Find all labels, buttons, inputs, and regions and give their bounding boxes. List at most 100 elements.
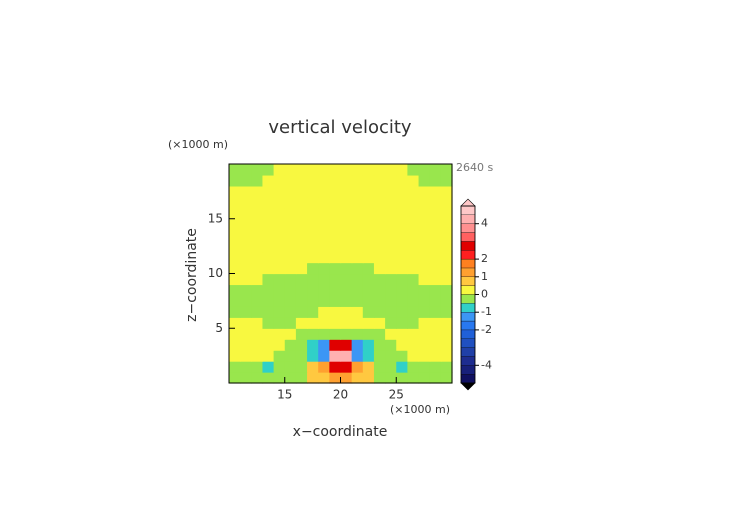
contour-cell <box>262 306 275 318</box>
contour-cell <box>251 284 264 296</box>
contour-cell <box>362 196 375 209</box>
contour-cell <box>251 218 264 231</box>
contour-cell <box>340 196 353 209</box>
contour-cell <box>373 339 386 351</box>
contour-cell <box>396 284 408 296</box>
contour-cell <box>240 284 252 296</box>
contour-cell <box>340 306 353 318</box>
contour-cell <box>251 240 264 253</box>
x-tick-label: 20 <box>333 388 348 402</box>
contour-cell <box>407 207 420 220</box>
contour-cell <box>329 207 342 220</box>
contour-cell <box>284 284 297 296</box>
contour-cell <box>229 328 241 340</box>
contour-cell <box>385 328 397 340</box>
contour-cell <box>262 164 275 176</box>
colorbar-segment <box>460 347 476 357</box>
contour-cell <box>440 350 453 362</box>
contour-cell <box>340 207 353 220</box>
contour-cell <box>229 207 241 220</box>
contour-cell <box>351 317 364 329</box>
contour-cell <box>385 262 397 275</box>
contour-cell <box>362 339 375 351</box>
contour-cell <box>429 350 442 362</box>
contour-cell <box>373 273 386 286</box>
contour-cell <box>295 262 308 275</box>
contour-cell <box>385 306 397 318</box>
contour-cell <box>373 262 386 275</box>
colorbar-tick-label: -4 <box>481 358 492 371</box>
contour-cell <box>440 207 453 220</box>
contour-cell <box>351 164 364 176</box>
contour-cell <box>429 174 442 187</box>
contour-cell <box>429 339 442 351</box>
contour-cell <box>418 295 431 307</box>
contour-cell <box>407 240 420 253</box>
contour-cell <box>251 306 264 318</box>
colorbar-segment <box>460 214 476 224</box>
contour-cell <box>429 207 442 220</box>
contour-cell <box>229 306 241 318</box>
contour-cell <box>418 262 431 275</box>
contour-cell <box>407 328 420 340</box>
contour-cell <box>362 185 375 198</box>
contour-cell <box>251 350 264 362</box>
contour-cell <box>407 372 420 384</box>
contour-cell <box>318 262 330 275</box>
contour-cell <box>385 251 397 264</box>
contour-cell <box>318 306 330 318</box>
contour-cell <box>251 328 264 340</box>
contour-cell <box>407 350 420 362</box>
contour-cell <box>373 284 386 296</box>
contour-cell <box>262 361 275 373</box>
colorbar-segment <box>460 320 476 331</box>
contour-cell <box>429 196 442 209</box>
colorbar-segment <box>460 285 476 295</box>
contour-cell <box>318 273 330 286</box>
contour-cell <box>340 240 353 253</box>
contour-cell <box>273 306 286 318</box>
colorbar-segment <box>460 250 476 260</box>
contour-cell <box>329 372 342 384</box>
contour-cell <box>429 262 442 275</box>
contour-cell <box>251 339 264 351</box>
contour-cell <box>351 328 364 340</box>
contour-cell <box>273 174 286 187</box>
contour-cell <box>284 339 297 351</box>
contour-cell <box>262 251 275 264</box>
contour-cell <box>284 372 297 384</box>
contour-cell <box>407 295 420 307</box>
contour-cell <box>273 284 286 296</box>
contour-cell <box>418 174 431 187</box>
contour-cell <box>351 218 364 231</box>
contour-cell <box>407 317 420 329</box>
contour-cell <box>229 273 241 286</box>
contour-cell <box>318 164 330 176</box>
contour-cell <box>240 164 252 176</box>
contour-cell <box>273 229 286 242</box>
contour-cell <box>373 372 386 384</box>
y-axis-label: z−coordinate <box>184 228 200 322</box>
contour-cell <box>340 350 353 362</box>
contour-cell <box>385 218 397 231</box>
contour-cell <box>262 218 275 231</box>
chart-title: vertical velocity <box>268 117 412 138</box>
contour-cell <box>351 229 364 242</box>
contour-cell <box>385 240 397 253</box>
contour-cell <box>229 218 241 231</box>
contour-cell <box>340 361 353 373</box>
contour-cell <box>251 295 264 307</box>
contour-cell <box>440 174 453 187</box>
contour-cell <box>396 164 408 176</box>
contour-cell <box>273 251 286 264</box>
contour-cell <box>295 207 308 220</box>
colorbar-under <box>460 382 476 391</box>
contour-cell <box>329 185 342 198</box>
contour-cell <box>429 306 442 318</box>
contour-cell <box>407 306 420 318</box>
contour-cell <box>385 196 397 209</box>
contour-cell <box>418 196 431 209</box>
contour-cell <box>373 174 386 187</box>
contour-cell <box>273 273 286 286</box>
contour-cell <box>373 185 386 198</box>
